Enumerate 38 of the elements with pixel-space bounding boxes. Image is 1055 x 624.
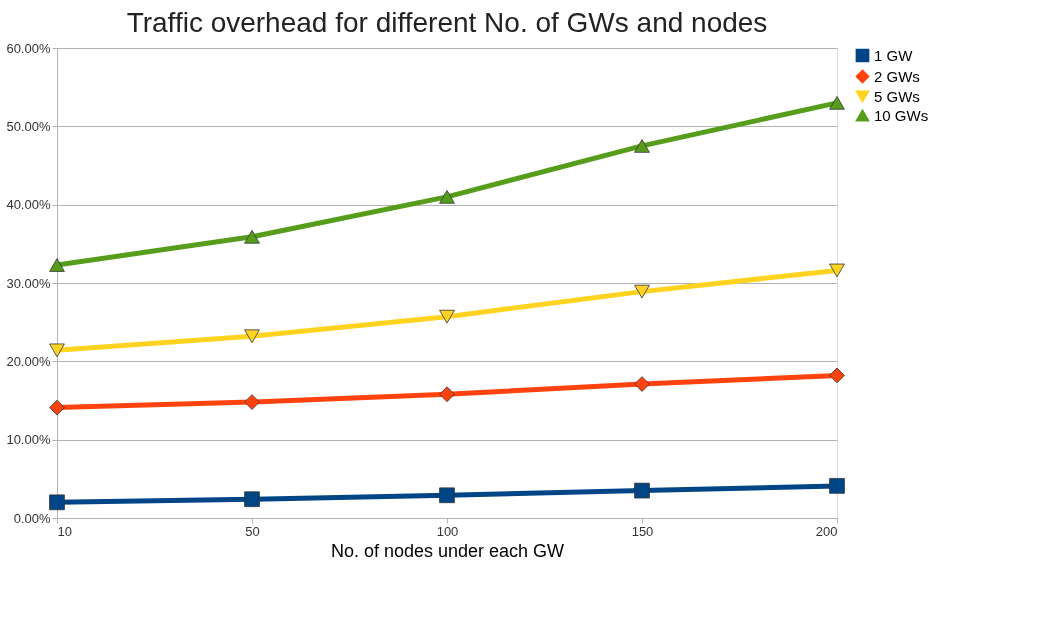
x-tick-label: 100	[436, 523, 459, 539]
y-tick-label: 0.00%	[13, 510, 51, 526]
point	[829, 96, 845, 110]
point	[829, 367, 845, 384]
point	[49, 494, 65, 511]
point	[439, 190, 455, 204]
x-tick-label: 200	[815, 523, 838, 539]
point	[634, 376, 650, 392]
y-tick-label: 60.00%	[6, 40, 51, 56]
y-tick-label: 40.00%	[6, 197, 51, 213]
point	[244, 229, 260, 244]
point	[634, 139, 650, 153]
y-tick-label: 30.00%	[6, 275, 51, 291]
legend-label: 1 GW	[874, 46, 914, 64]
point	[244, 491, 260, 508]
point	[634, 284, 650, 299]
point	[439, 487, 455, 504]
point	[439, 386, 455, 403]
x-tick-label: 150	[631, 523, 654, 539]
y-tick-label: 50.00%	[6, 118, 51, 134]
legend-label: 10 GWs	[874, 106, 929, 124]
x-tick-label: 10	[57, 523, 72, 539]
point	[49, 399, 65, 416]
chart-title: Traffic overhead for different No. of GWs and nodes	[126, 7, 768, 38]
point	[634, 482, 650, 499]
point	[829, 478, 845, 494]
legend-label: 5 GWs	[874, 87, 920, 105]
legend-label: 2 GWs	[874, 67, 920, 85]
x-tick-label: 50	[245, 523, 260, 539]
y-tick-label: 20.00%	[6, 353, 51, 369]
point	[49, 258, 65, 272]
point	[829, 263, 845, 278]
x-axis-title: No. of nodes under each GW	[330, 540, 565, 561]
y-tick-label: 10.00%	[6, 432, 51, 448]
point	[439, 309, 455, 324]
point	[244, 329, 260, 344]
point	[244, 394, 260, 410]
point	[49, 343, 65, 358]
